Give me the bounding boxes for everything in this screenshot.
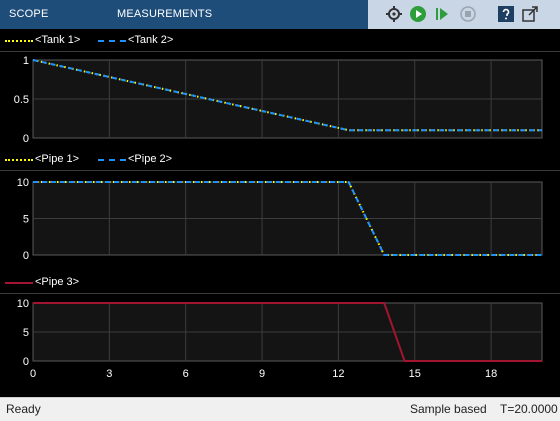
series-line-2 bbox=[32, 59, 542, 132]
y-tick-label: 10 bbox=[17, 177, 29, 189]
settings-icon[interactable] bbox=[384, 4, 404, 24]
legend-line-pipe1 bbox=[5, 159, 33, 161]
legend-divider bbox=[0, 51, 560, 52]
legend-pipe3: <Pipe 3> bbox=[0, 271, 560, 293]
series-line-2 bbox=[33, 181, 542, 256]
legend-line-pipe3 bbox=[5, 282, 33, 284]
x-tick-label: 3 bbox=[106, 368, 112, 380]
y-tick-label: 0 bbox=[23, 133, 29, 145]
y-tick-label: 10 bbox=[17, 298, 29, 310]
status-text: Ready bbox=[6, 402, 41, 416]
x-tick-label: 18 bbox=[485, 368, 497, 380]
status-bar: Ready Sample based T=20.0000 bbox=[0, 397, 560, 421]
stop-icon[interactable] bbox=[458, 4, 478, 24]
undock-icon[interactable] bbox=[520, 4, 540, 24]
series-line-1 bbox=[33, 302, 542, 362]
y-tick-label: 0.5 bbox=[14, 94, 29, 106]
tank-level-chart: 00.51 bbox=[14, 55, 543, 145]
step-forward-icon[interactable] bbox=[432, 4, 452, 24]
toolbar-tools bbox=[368, 0, 560, 29]
legend-pipes: <Pipe 1> <Pipe 2> bbox=[0, 148, 560, 170]
legend-label-pipe3: <Pipe 3> bbox=[35, 276, 80, 288]
x-tick-label: 0 bbox=[30, 368, 36, 380]
simulation-time-label: T=20.0000 bbox=[500, 402, 558, 416]
legend-label-tank2: <Tank 2> bbox=[128, 34, 174, 46]
pipe3-flow-chart: 0 5 10 0 3 6 9 12 15 18 bbox=[17, 298, 543, 380]
legend-line-pipe2 bbox=[98, 159, 126, 161]
legend-label-pipe1: <Pipe 1> bbox=[35, 153, 80, 165]
help-icon[interactable] bbox=[496, 4, 516, 24]
x-tick-label: 6 bbox=[183, 368, 189, 380]
scope-toolbar: SCOPE MEASUREMENTS bbox=[0, 0, 560, 29]
x-tick-label: 9 bbox=[259, 368, 265, 380]
y-tick-label: 0 bbox=[23, 250, 29, 262]
legend-line-tank1 bbox=[5, 40, 33, 42]
x-tick-label: 15 bbox=[409, 368, 421, 380]
y-tick-label: 1 bbox=[23, 55, 29, 67]
legend-tanks: <Tank 1> <Tank 2> bbox=[0, 29, 560, 51]
y-tick-label: 0 bbox=[23, 356, 29, 368]
tab-measurements[interactable]: MEASUREMENTS bbox=[117, 8, 213, 20]
pipe-flow-chart: 0 5 10 bbox=[17, 177, 543, 262]
sample-mode-label: Sample based bbox=[410, 402, 487, 416]
series-line-1 bbox=[33, 181, 542, 256]
legend-label-tank1: <Tank 1> bbox=[35, 34, 81, 46]
tab-scope[interactable]: SCOPE bbox=[9, 8, 49, 20]
x-tick-label: 12 bbox=[332, 368, 344, 380]
y-tick-label: 5 bbox=[23, 214, 29, 226]
legend-divider bbox=[0, 293, 560, 294]
legend-line-tank2 bbox=[98, 40, 126, 42]
y-tick-label: 5 bbox=[23, 327, 29, 339]
run-icon[interactable] bbox=[408, 4, 428, 24]
legend-label-pipe2: <Pipe 2> bbox=[128, 153, 173, 165]
legend-divider bbox=[0, 170, 560, 171]
